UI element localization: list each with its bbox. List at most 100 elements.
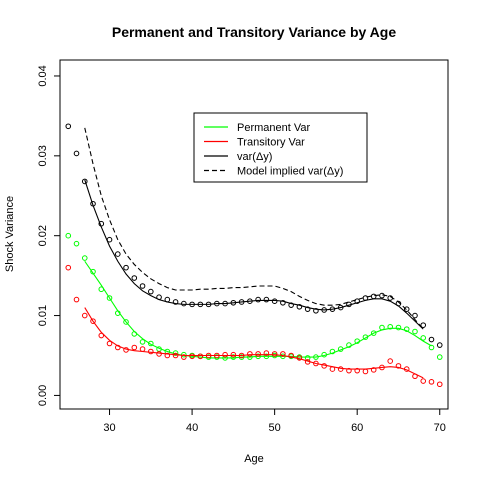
data-point — [436, 342, 443, 348]
chart-title: Permanent and Transitory Variance by Age — [112, 24, 396, 40]
data-point — [148, 340, 154, 347]
x-tick-label: 50 — [269, 422, 281, 434]
data-point — [156, 294, 162, 300]
data-point — [230, 299, 237, 306]
data-point — [131, 275, 138, 281]
data-point — [321, 363, 327, 369]
data-point — [205, 301, 212, 308]
data-point — [98, 220, 105, 227]
data-point — [238, 354, 245, 360]
data-point — [123, 347, 129, 353]
data-point — [321, 351, 327, 358]
data-point — [172, 352, 179, 359]
data-point — [420, 322, 427, 328]
data-point — [428, 336, 435, 343]
data-point — [412, 312, 418, 319]
data-point — [354, 367, 360, 374]
data-point — [403, 326, 410, 332]
data-point — [106, 340, 113, 347]
data-point — [172, 350, 179, 356]
data-point — [148, 348, 154, 355]
y-axis-label: Shock Variance — [4, 196, 16, 272]
data-point — [131, 344, 138, 351]
data-point — [172, 299, 179, 305]
data-point — [181, 351, 187, 358]
data-point — [197, 353, 204, 360]
data-point — [280, 351, 286, 357]
data-point — [238, 352, 245, 359]
data-point — [238, 299, 245, 305]
data-point — [337, 366, 344, 372]
data-point — [329, 348, 336, 355]
data-point — [123, 264, 129, 271]
data-point — [362, 334, 369, 340]
data-point — [205, 352, 212, 359]
data-point — [189, 353, 195, 360]
data-point — [139, 339, 146, 345]
data-point — [114, 310, 121, 316]
data-point — [73, 296, 80, 303]
data-point — [346, 342, 352, 348]
data-point — [288, 302, 294, 308]
series-line — [84, 307, 424, 379]
data-point — [230, 351, 237, 358]
data-point — [370, 293, 377, 300]
data-point — [304, 355, 311, 361]
data-point — [387, 358, 394, 364]
series-2 — [65, 123, 443, 348]
data-point — [222, 300, 228, 307]
data-point — [114, 344, 121, 351]
data-point — [313, 307, 319, 314]
data-point — [321, 307, 327, 313]
data-point — [197, 301, 204, 308]
data-point — [230, 354, 237, 360]
data-point — [436, 354, 443, 360]
data-point — [156, 351, 162, 357]
data-point — [139, 283, 146, 289]
data-point — [296, 355, 303, 361]
data-point — [271, 352, 278, 359]
data-point — [247, 351, 253, 357]
data-point — [214, 300, 220, 307]
data-point — [106, 236, 113, 243]
data-point — [428, 379, 435, 385]
data-point — [263, 353, 270, 360]
data-point — [214, 354, 220, 360]
data-point — [337, 304, 344, 311]
legend-label: var(Δy) — [237, 151, 272, 163]
data-point — [420, 335, 427, 341]
data-point — [412, 328, 418, 335]
data-point — [370, 367, 377, 373]
data-point — [90, 318, 96, 324]
series-3 — [84, 127, 424, 330]
data-point — [90, 268, 96, 275]
data-point — [403, 306, 410, 312]
data-point — [148, 288, 154, 295]
legend-label: Model implied var(Δy) — [237, 166, 343, 178]
data-point — [164, 296, 171, 303]
data-point — [263, 296, 270, 303]
data-point — [81, 312, 88, 319]
y-tick-label: 0.00 — [37, 385, 49, 406]
data-point — [255, 296, 261, 303]
data-point — [214, 352, 220, 359]
data-point — [329, 306, 336, 312]
data-point — [313, 354, 319, 360]
series-1 — [65, 264, 443, 388]
data-point — [395, 363, 402, 369]
data-point — [428, 344, 435, 351]
y-tick-label: 0.03 — [37, 145, 49, 166]
data-point — [106, 295, 113, 301]
data-point — [222, 351, 228, 358]
data-point — [189, 301, 195, 308]
data-point — [412, 373, 418, 380]
legend-label: Permanent Var — [237, 122, 311, 134]
data-point — [395, 324, 402, 331]
x-tick-label: 30 — [103, 422, 115, 434]
data-point — [247, 298, 253, 304]
y-tick-label: 0.02 — [37, 225, 49, 246]
data-point — [65, 264, 72, 271]
data-point — [98, 332, 105, 339]
data-point — [280, 299, 286, 306]
